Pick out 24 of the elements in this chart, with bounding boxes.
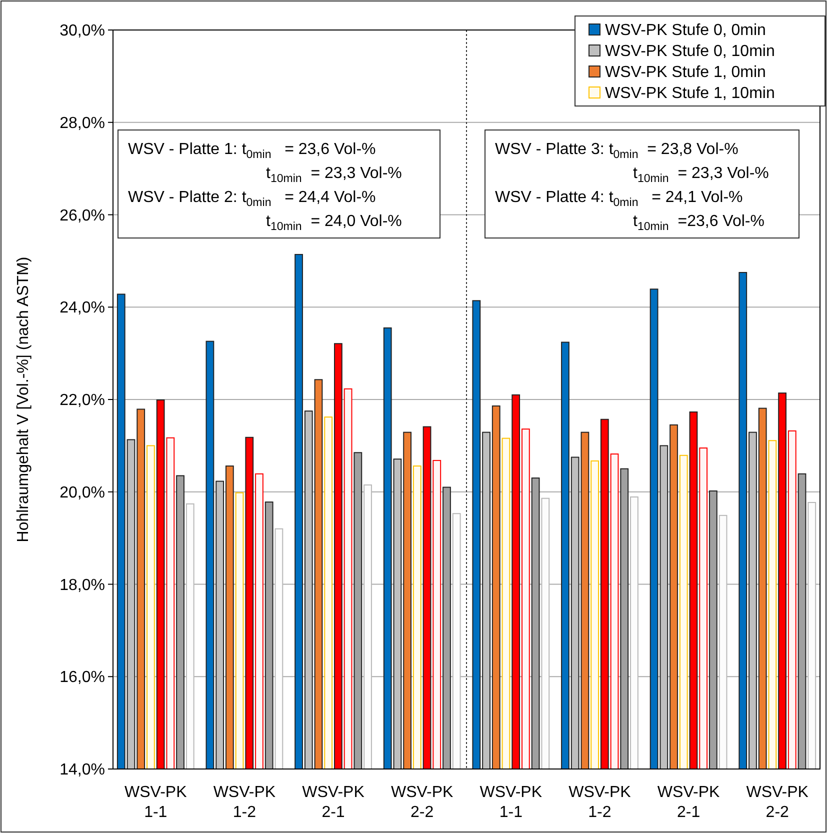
x-tick-label: WSV-PK 2-2 [390,784,454,821]
legend-label: WSV-PK Stufe 1, 0min [605,64,766,81]
x-tick-label: WSV-PK 1-1 [124,784,188,821]
legend-label: WSV-PK Stufe 1, 10min [605,85,775,102]
y-tick-label: 24,0% [60,300,105,317]
x-tick-label: WSV-PK 1-2 [213,784,276,821]
y-tick-label: 30,0% [60,22,105,40]
x-tick-label: WSV-PK 1-2 [568,784,632,821]
y-tick-label: 18,0% [60,576,105,594]
y-tick-label: 14,0% [60,762,105,779]
x-tick-label: WSV-PK 1-1 [480,784,542,821]
y-axis-title: Hohlraumgehalt V [Vol.-%] (nach ASTM) [15,256,32,542]
text: WSV - Platte 1: t$_{0min}$ = 23,6 Vol-% t$_{10min}$ = 23,3 Vol-% WSV - Platte 2: t$_{0min}$ = 24,4 Vol-% t$_{10min}$ = 24,0 Vol-% [128,141,402,233]
x-tick-label: WSV-PK 2-2 [746,784,809,821]
y-tick-label: 16,0% [60,669,105,686]
legend-label: WSV-PK Stufe 0, 0min [605,22,766,39]
x-tick-label: WSV-PK 2-1 [657,784,720,821]
y-tick-label: 28,0% [60,114,105,132]
text: WSV - Platte 3: t$_{0min}$ = 23,8 Vol-% t$_{10min}$ = 23,3 Vol-% WSV - Platte 4: t$_{0min}$ = 24,1 Vol-% t$_{10min}$ =23,6 Vol-% [495,141,769,233]
legend-label: WSV-PK Stufe 0, 10min [605,43,775,60]
y-tick-label: 22,0% [60,392,105,410]
y-tick-label: 20,0% [60,484,105,502]
y-tick-label: 26,0% [60,207,105,224]
x-tick-label: WSV-PK 2-1 [302,784,365,821]
